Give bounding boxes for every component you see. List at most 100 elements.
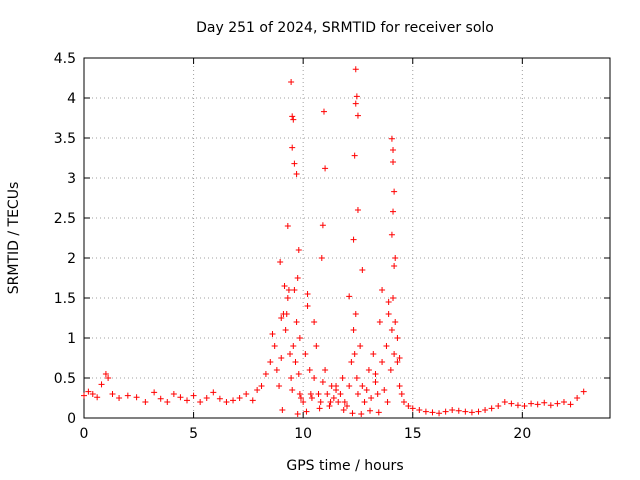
data-point — [290, 343, 297, 349]
data-point — [262, 371, 269, 377]
data-point — [98, 381, 105, 388]
data-point — [567, 401, 574, 408]
data-point — [354, 391, 361, 397]
data-point — [353, 375, 360, 381]
data-point — [311, 319, 318, 325]
data-point — [94, 394, 101, 401]
data-point — [363, 387, 370, 393]
data-point — [295, 247, 302, 253]
data-point — [374, 391, 381, 397]
data-point — [296, 391, 303, 397]
data-point — [391, 351, 398, 357]
data-point — [514, 402, 521, 409]
data-point — [482, 407, 489, 413]
data-point — [279, 407, 286, 413]
data-point — [376, 319, 383, 325]
data-point — [170, 391, 177, 397]
data-point — [475, 408, 482, 415]
data-point — [85, 388, 92, 395]
data-point — [300, 399, 307, 405]
data-point — [354, 112, 361, 119]
data-point — [289, 387, 296, 393]
data-point — [394, 335, 401, 341]
data-point — [501, 399, 508, 405]
y-axis-label: SRMTID / TECUs — [6, 182, 22, 295]
data-point — [319, 379, 326, 385]
data-point — [359, 267, 366, 273]
data-point — [388, 327, 395, 333]
data-point — [388, 135, 395, 142]
data-point — [379, 359, 386, 365]
data-point — [316, 405, 323, 412]
data-point — [288, 375, 295, 381]
data-point — [352, 100, 359, 107]
data-point — [306, 367, 313, 373]
data-point — [387, 367, 394, 373]
data-point — [449, 407, 456, 413]
x-axis-label: GPS time / hours — [286, 458, 403, 474]
data-point — [383, 343, 390, 349]
data-point — [315, 391, 322, 397]
data-point — [350, 327, 357, 333]
data-point — [346, 293, 353, 300]
data-point — [319, 222, 326, 229]
data-point — [394, 359, 401, 365]
data-point — [273, 367, 280, 373]
y-tick-label: 4 — [67, 91, 76, 107]
data-point — [462, 408, 469, 415]
y-tick-label: 3 — [67, 171, 76, 187]
data-point — [278, 315, 285, 321]
y-tick-label: 3.5 — [54, 131, 76, 147]
x-tick-label: 5 — [189, 426, 198, 442]
data-point — [353, 93, 360, 100]
data-point — [359, 383, 366, 389]
x-tick-label: 10 — [294, 426, 312, 442]
data-point — [327, 399, 334, 405]
data-point — [236, 395, 243, 401]
data-point — [291, 160, 298, 167]
data-point — [361, 399, 368, 405]
data-point — [344, 403, 350, 409]
y-tick-label: 1 — [67, 331, 76, 347]
data-point — [429, 409, 436, 416]
data-point — [303, 408, 310, 415]
data-point — [400, 399, 407, 405]
data-point — [318, 255, 325, 261]
data-point — [243, 391, 250, 397]
x-tick-label: 0 — [80, 426, 89, 442]
data-point — [368, 395, 375, 401]
data-point — [391, 263, 398, 269]
data-point — [294, 411, 301, 417]
data-point — [289, 113, 296, 120]
data-point — [142, 399, 149, 405]
data-point — [278, 355, 285, 361]
data-point — [375, 409, 382, 416]
data-point — [322, 165, 329, 172]
data-point — [358, 411, 365, 417]
data-point — [365, 367, 372, 373]
y-tick-label: 0 — [67, 411, 76, 427]
y-tick-label: 2.5 — [54, 211, 76, 227]
data-point — [277, 259, 284, 265]
data-point — [197, 399, 204, 405]
data-point — [89, 391, 96, 397]
data-point — [157, 395, 164, 402]
y-tick-label: 0.5 — [54, 371, 76, 387]
data-point — [133, 394, 140, 401]
data-point — [124, 392, 131, 399]
data-point — [442, 408, 449, 415]
data-point — [326, 403, 333, 409]
data-point — [388, 231, 395, 238]
data-point — [396, 355, 403, 361]
data-point — [349, 410, 356, 417]
data-point — [294, 275, 301, 281]
data-point — [304, 303, 311, 309]
data-point — [367, 407, 374, 414]
data-point — [177, 394, 184, 401]
data-point — [317, 399, 324, 405]
data-point — [541, 399, 548, 406]
data-point — [422, 408, 429, 415]
data-point — [396, 383, 403, 389]
data-point — [281, 283, 288, 289]
data-point — [390, 295, 397, 301]
